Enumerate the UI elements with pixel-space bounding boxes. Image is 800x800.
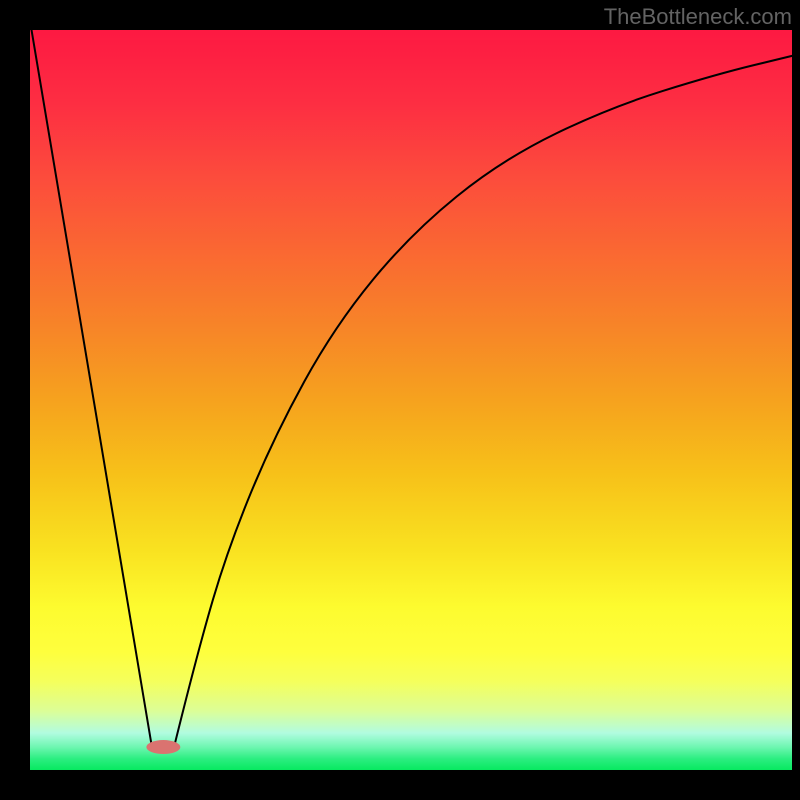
attribution-text: TheBottleneck.com <box>604 4 792 30</box>
chart-svg <box>0 0 800 800</box>
bottleneck-chart: TheBottleneck.com <box>0 0 800 800</box>
